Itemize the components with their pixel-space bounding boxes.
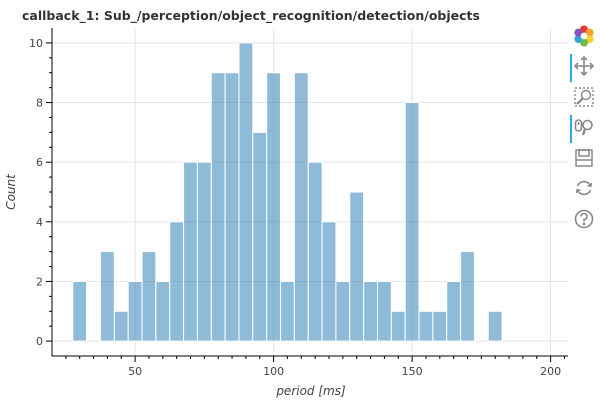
histogram-bar [169,221,185,342]
histogram-bar [183,161,198,342]
histogram-bar [390,310,406,342]
wheel-zoom-tool[interactable] [568,113,600,143]
y-tick-label: 4 [36,216,43,229]
histogram-bar [280,280,295,342]
histogram-bar [196,161,212,342]
y-axis-title: Count [4,173,18,210]
reset-tool[interactable] [568,174,600,202]
save-tool[interactable] [568,144,600,172]
histogram-bar [224,72,240,342]
reset-tool-icon [575,180,593,196]
histogram-bar [72,280,88,342]
histogram-bar [349,191,365,342]
histogram-bar [238,42,254,342]
y-tick-label: 6 [36,156,43,169]
histogram-bar [99,251,115,342]
axes: 50 100 150 200 0 2 4 6 8 10 [29,28,568,378]
save-tool-icon [575,149,593,167]
x-tick-label: 100 [263,365,284,378]
box-zoom-tool[interactable] [568,83,600,111]
histogram-bar [376,280,392,342]
histogram-bar [404,102,420,342]
histogram-bar [210,72,226,342]
histogram-bar [252,131,268,342]
wheel-zoom-tool-icon [574,119,593,136]
bokeh-logo[interactable] [568,22,600,50]
histogram-bar [446,280,462,342]
histogram-bars [72,42,503,342]
histogram-bar [307,161,323,342]
bokeh-logo-icon [574,25,594,47]
histogram-bar [155,280,171,342]
pan-tool[interactable] [568,52,600,82]
plot-title: callback_1: Sub_/perception/object_recog… [22,8,480,23]
x-tick-label: 50 [128,365,142,378]
y-tick-label: 0 [36,335,43,348]
y-tick-label: 10 [29,37,43,50]
x-axis-title: period [ms] [275,384,346,398]
histogram-bar [460,251,475,342]
histogram-bar [363,280,378,342]
histogram-bar [266,72,282,342]
histogram-bar [321,221,337,342]
y-tick-label: 2 [36,275,43,288]
pan-tool-icon [574,56,594,76]
x-tick-label: 200 [540,365,561,378]
histogram-bar [113,310,129,342]
help-tool-icon [574,209,594,229]
histogram-bar [487,310,503,342]
histogram-bar [432,310,448,342]
box-zoom-tool-icon [574,87,594,107]
y-tick-label: 8 [36,97,43,110]
histogram-bar [127,280,143,342]
histogram-bar [141,251,157,342]
histogram-chart[interactable]: 50 100 150 200 0 2 4 6 8 10 period [ms] Count [0,0,568,400]
histogram-bar [293,72,309,342]
histogram-bar [335,280,351,342]
help-tool[interactable] [568,205,600,233]
x-tick-label: 150 [402,365,423,378]
histogram-bar [418,310,434,342]
